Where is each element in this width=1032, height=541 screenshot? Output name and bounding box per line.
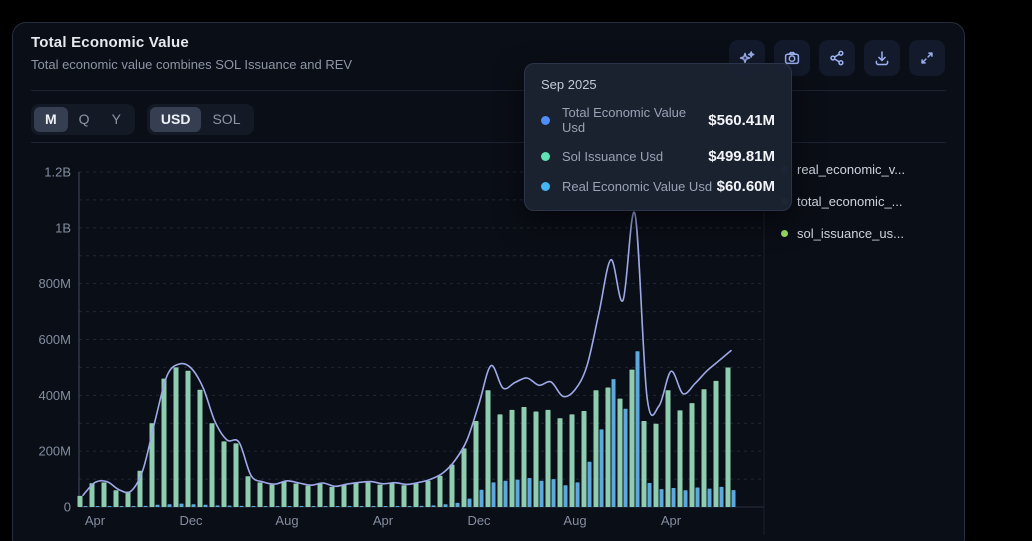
- svg-text:200M: 200M: [38, 444, 71, 459]
- share-icon: [830, 50, 844, 66]
- chart-card: Total Economic Value Total economic valu…: [12, 22, 965, 541]
- tooltip-series-label: Total Economic Value Usd: [562, 105, 687, 135]
- tooltip-row: Sol Issuance Usd $499.81M: [541, 148, 775, 165]
- controls-divider: [31, 142, 946, 143]
- legend-label: sol_issuance_us...: [797, 225, 904, 241]
- svg-text:1.2B: 1.2B: [44, 165, 71, 180]
- ai-sparkles-icon: [739, 51, 755, 64]
- page-title: Total Economic Value: [31, 34, 189, 51]
- svg-text:800M: 800M: [38, 276, 71, 291]
- period-option-m[interactable]: M: [34, 107, 68, 132]
- chart-legend: real_economic_v... total_economic_... sol_…: [781, 153, 951, 249]
- unit-toggle: USD SOL: [146, 104, 255, 135]
- download-button[interactable]: [864, 40, 900, 76]
- legend-label: total_economic_...: [797, 193, 903, 209]
- svg-text:0: 0: [64, 500, 71, 515]
- tooltip-series-value: $60.60M: [716, 178, 775, 195]
- download-icon: [875, 51, 889, 66]
- legend-dot: [781, 229, 788, 237]
- legend-item[interactable]: total_economic_...: [781, 185, 951, 217]
- tooltip-series-value: $499.81M: [708, 148, 775, 165]
- unit-option-sol[interactable]: SOL: [212, 111, 241, 127]
- expand-button[interactable]: [909, 40, 945, 76]
- tooltip-date: Sep 2025: [541, 77, 597, 92]
- series-dot: [541, 115, 550, 125]
- svg-text:Dec: Dec: [467, 513, 491, 528]
- header-divider: [31, 90, 946, 91]
- svg-text:Aug: Aug: [563, 513, 586, 528]
- tooltip-series-value: $560.41M: [708, 111, 775, 129]
- svg-text:Aug: Aug: [275, 513, 298, 528]
- tooltip-series-label: Real Economic Value Usd: [562, 179, 713, 194]
- page-subtitle: Total economic value combines SOL Issuan…: [31, 57, 353, 72]
- svg-text:Apr: Apr: [373, 513, 394, 528]
- legend-label: real_economic_v...: [797, 161, 906, 177]
- share-button[interactable]: [819, 40, 855, 76]
- chart-toolbar: [729, 40, 945, 76]
- svg-text:1B: 1B: [55, 220, 71, 235]
- card-header: Total Economic Value Total economic valu…: [31, 34, 352, 72]
- series-dot: [541, 152, 550, 161]
- tooltip-row: Real Economic Value Usd $60.60M: [541, 178, 775, 195]
- period-option-q[interactable]: Q: [78, 111, 90, 127]
- svg-text:400M: 400M: [38, 388, 71, 403]
- legend-item[interactable]: sol_issuance_us...: [781, 217, 951, 249]
- expand-icon: [921, 52, 933, 64]
- tooltip-series-label: Sol Issuance Usd: [562, 149, 664, 164]
- tooltip-row: Total Economic Value Usd $560.41M: [541, 105, 775, 135]
- chart-tooltip: Sep 2025 Total Economic Value Usd $560.41…: [524, 63, 792, 211]
- period-option-y[interactable]: Y: [111, 111, 121, 127]
- series-dot: [541, 182, 550, 191]
- legend-item[interactable]: real_economic_v...: [781, 153, 951, 185]
- camera-icon: [784, 51, 800, 65]
- chart-plot[interactable]: 0 200M 400M 600M 800M 1B 1.2B Apr Dec Aug Apr Dec Au…: [37, 159, 767, 535]
- svg-text:Apr: Apr: [85, 513, 106, 528]
- unit-option-usd[interactable]: USD: [149, 107, 202, 132]
- svg-text:600M: 600M: [38, 332, 71, 347]
- svg-text:Dec: Dec: [179, 513, 203, 528]
- svg-text:Apr: Apr: [661, 513, 682, 528]
